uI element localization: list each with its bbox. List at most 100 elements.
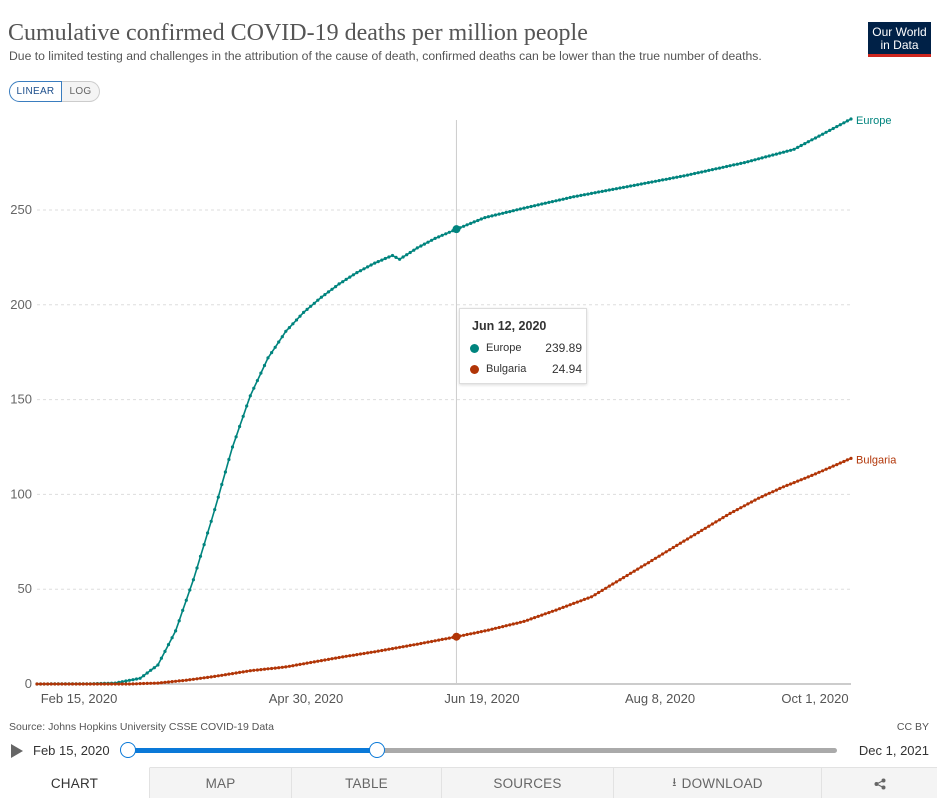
tab-map[interactable]: MAP: [150, 768, 292, 798]
play-icon[interactable]: [11, 744, 23, 758]
data-point: [725, 164, 729, 169]
data-point: [657, 554, 661, 558]
data-point: [227, 672, 231, 676]
data-point: [401, 645, 405, 649]
data-point: [259, 371, 263, 375]
data-point: [341, 655, 345, 659]
tab-chart[interactable]: CHART: [0, 767, 150, 798]
data-point: [234, 671, 238, 675]
data-point: [554, 199, 558, 203]
data-point: [462, 633, 466, 637]
data-point: [447, 636, 451, 640]
data-point: [572, 601, 576, 605]
tooltip-series-value: 24.94: [551, 362, 582, 376]
data-point: [579, 193, 583, 197]
data-point: [682, 539, 686, 543]
timeline-start-handle[interactable]: [120, 742, 136, 758]
data-point: [202, 543, 206, 547]
data-point: [842, 121, 846, 125]
data-point: [351, 653, 355, 657]
tab-download[interactable]: ⭳ DOWNLOAD: [614, 768, 822, 798]
data-point: [689, 535, 693, 539]
data-point: [376, 649, 380, 653]
data-point: [696, 171, 700, 175]
tab-table[interactable]: TABLE: [292, 768, 442, 798]
data-point: [533, 616, 537, 620]
data-point: [540, 202, 544, 206]
data-point: [373, 650, 377, 654]
data-point: [149, 668, 153, 672]
data-point: [213, 674, 217, 679]
x-tick-label: Oct 1, 2020: [781, 691, 848, 706]
data-point: [56, 682, 60, 686]
data-point: [799, 143, 803, 148]
hover-tooltip: Jun 12, 2020 Europe 239.89 Bulgaria 24.9…: [459, 308, 587, 384]
data-point: [248, 669, 252, 673]
data-point: [547, 200, 551, 204]
data-point: [46, 682, 50, 686]
data-point: [582, 193, 587, 197]
data-point: [501, 625, 505, 629]
data-point: [739, 506, 743, 510]
data-point: [664, 550, 668, 554]
data-point: [774, 152, 779, 156]
data-point: [732, 163, 736, 167]
data-point: [366, 651, 370, 655]
data-point: [334, 285, 338, 289]
share-button[interactable]: [822, 768, 937, 798]
y-tick-label: 200: [10, 297, 32, 312]
data-point: [589, 595, 594, 599]
series-europe[interactable]: Europe: [35, 115, 891, 686]
data-point: [493, 213, 498, 217]
data-point: [735, 508, 739, 512]
data-point: [227, 457, 231, 462]
data-point: [277, 340, 281, 344]
data-point: [142, 681, 146, 686]
data-point: [518, 207, 523, 211]
data-point: [565, 604, 569, 608]
owid-logo[interactable]: Our World in Data: [868, 22, 931, 57]
data-point: [110, 682, 114, 686]
data-point: [348, 275, 352, 279]
data-point: [646, 561, 651, 565]
source-note[interactable]: Source: Johns Hopkins University CSSE CO…: [9, 721, 274, 733]
data-point: [74, 682, 78, 686]
data-point: [536, 203, 540, 207]
data-point: [828, 466, 832, 470]
timeline-selected-range: [128, 748, 377, 753]
log-scale-button[interactable]: LOG: [62, 81, 100, 102]
tab-sources[interactable]: SOURCES: [442, 768, 614, 798]
chart-title: Cumulative confirmed COVID-19 deaths per…: [8, 20, 588, 46]
data-point: [760, 156, 764, 160]
data-point: [390, 253, 395, 258]
data-point: [778, 486, 782, 490]
data-point: [241, 414, 245, 418]
data-point: [330, 287, 334, 291]
linear-scale-button[interactable]: LINEAR: [9, 81, 62, 102]
data-point: [575, 600, 579, 604]
data-point: [501, 211, 505, 215]
data-point: [216, 495, 220, 499]
series-bulgaria[interactable]: Bulgaria: [35, 454, 897, 686]
y-tick-label: 150: [10, 392, 32, 407]
data-point: [600, 189, 604, 193]
data-point: [646, 181, 651, 185]
data-point: [380, 648, 384, 653]
timeline-end-handle[interactable]: [369, 742, 385, 758]
timeline-track[interactable]: [128, 748, 837, 753]
data-point: [469, 221, 473, 225]
data-point: [611, 582, 615, 586]
data-point: [682, 174, 686, 178]
data-point: [63, 682, 67, 686]
data-point: [728, 511, 732, 515]
data-point: [636, 567, 640, 571]
data-point: [486, 628, 490, 632]
data-point: [543, 612, 547, 616]
data-point: [309, 304, 313, 308]
license-label[interactable]: CC BY: [896, 721, 929, 733]
data-point: [675, 543, 679, 547]
data-point: [579, 599, 583, 603]
data-point: [529, 617, 533, 621]
data-point: [159, 656, 163, 660]
line-chart[interactable]: 0 50 100 150 200 250 Feb 15, 2020 Apr 30, 2020…: [0, 110, 937, 715]
